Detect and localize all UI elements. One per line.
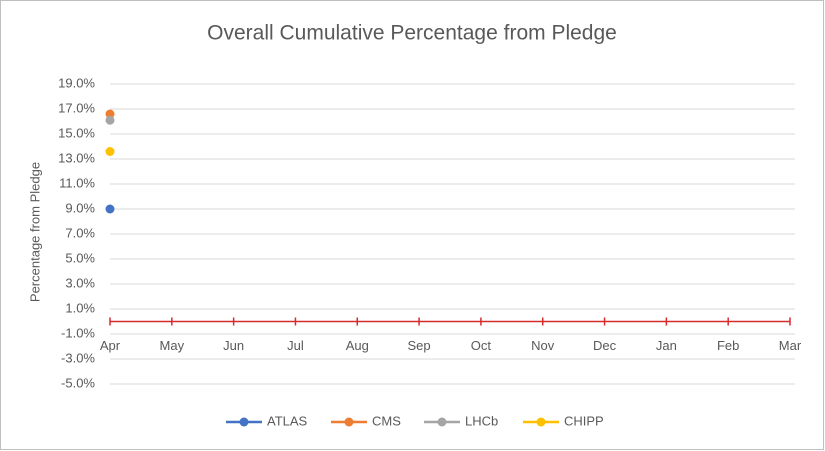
legend-label: LHCb: [465, 413, 498, 428]
x-tick-label: Nov: [531, 338, 555, 353]
x-tick-label: Sep: [408, 338, 431, 353]
x-tick-label: May: [160, 338, 185, 353]
chart-title: Overall Cumulative Percentage from Pledg…: [207, 22, 617, 45]
y-axis-label: Percentage from Pledge: [27, 162, 42, 302]
y-tick-label: -3.0%: [61, 350, 95, 365]
y-tick-label: 15.0%: [58, 125, 95, 140]
legend-marker: [536, 417, 546, 427]
y-tick-label: 1.0%: [65, 300, 95, 315]
legend-label: ATLAS: [267, 413, 308, 428]
x-tick-label: Jan: [656, 338, 677, 353]
x-tick-label: Mar: [779, 338, 802, 353]
y-tick-label: 11.0%: [59, 175, 95, 190]
y-tick-label: 5.0%: [65, 250, 95, 265]
y-tick-label: 3.0%: [65, 275, 95, 290]
data-point: [105, 204, 115, 214]
legend-label: CHIPP: [564, 413, 604, 428]
x-tick-label: Feb: [717, 338, 739, 353]
data-point: [105, 109, 115, 119]
x-tick-label: Jul: [287, 338, 304, 353]
legend-marker: [344, 417, 354, 427]
y-tick-label: 9.0%: [65, 200, 95, 215]
y-tick-label: -5.0%: [61, 375, 95, 390]
x-tick-label: Oct: [471, 338, 492, 353]
legend-marker: [437, 417, 447, 427]
x-tick-label: Apr: [100, 338, 121, 353]
legend-label: CMS: [372, 413, 401, 428]
x-tick-label: Aug: [346, 338, 369, 353]
y-tick-label: 7.0%: [65, 225, 95, 240]
x-tick-label: Dec: [593, 338, 617, 353]
y-tick-label: -1.0%: [61, 325, 95, 340]
x-tick-label: Jun: [223, 338, 244, 353]
data-point: [105, 147, 115, 156]
y-tick-label: 19.0%: [58, 75, 95, 90]
data-point: [105, 115, 115, 125]
y-tick-label: 13.0%: [58, 150, 95, 165]
legend-marker: [239, 417, 249, 427]
y-tick-label: 17.0%: [58, 100, 95, 115]
